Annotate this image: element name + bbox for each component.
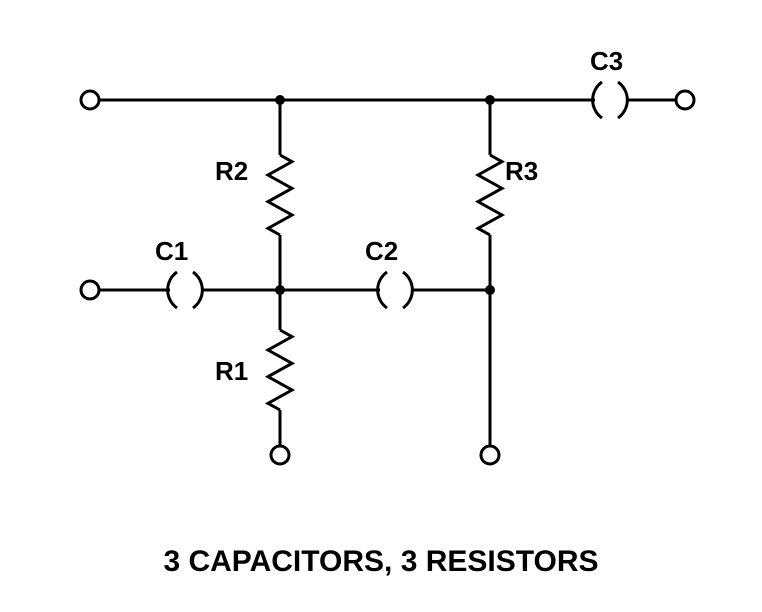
svg-text:R2: R2 bbox=[215, 156, 248, 186]
diagram-caption: 3 CAPACITORS, 3 RESISTORS bbox=[0, 545, 762, 579]
svg-text:C3: C3 bbox=[590, 46, 623, 76]
svg-text:R3: R3 bbox=[505, 156, 538, 186]
svg-text:C2: C2 bbox=[365, 236, 398, 266]
circuit-svg: C1 C2 C3 R1 R2 R3 bbox=[0, 0, 762, 612]
circuit-diagram: C1 C2 C3 R1 R2 R3 3 CAPACITORS, 3 RESISTORS bbox=[0, 0, 762, 612]
svg-text:C1: C1 bbox=[155, 236, 188, 266]
svg-text:R1: R1 bbox=[215, 356, 248, 386]
